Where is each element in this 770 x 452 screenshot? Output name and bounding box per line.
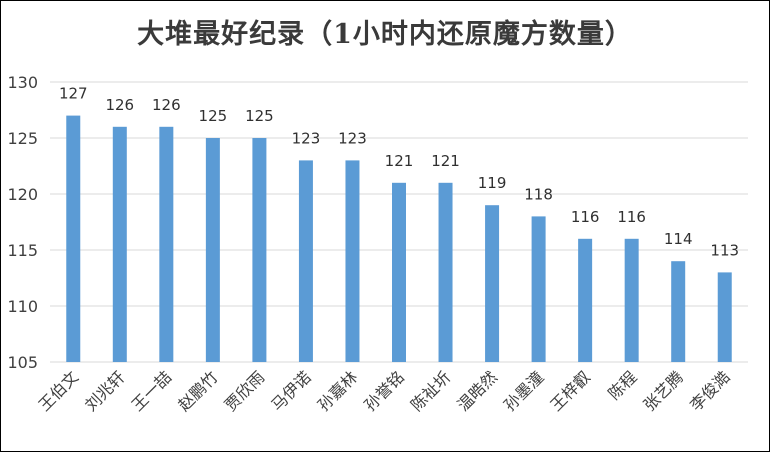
x-tick-label: 王梓叡: [547, 367, 594, 414]
x-tick-label: 孙墨潼: [500, 367, 547, 414]
y-tick-label: 105: [7, 353, 38, 372]
y-tick-label: 130: [7, 73, 38, 92]
bar: [159, 126, 174, 362]
x-tick-label: 孙嘉林: [314, 367, 361, 414]
bar: [624, 238, 639, 362]
bar: [717, 272, 732, 362]
bar: [392, 182, 406, 362]
y-tick-label: 110: [7, 297, 38, 316]
data-label: 119: [478, 174, 507, 192]
data-label: 126: [152, 96, 181, 114]
data-label: 121: [385, 152, 414, 170]
chart-title: 大堆最好纪录（1小时内还原魔方数量）: [137, 19, 633, 50]
data-label: 118: [524, 185, 553, 203]
bar: [112, 126, 127, 362]
data-label: 114: [664, 230, 693, 248]
bar: [671, 261, 686, 362]
data-label: 121: [431, 152, 460, 170]
x-tick-label: 李俊澔: [686, 367, 733, 414]
data-label: 123: [292, 129, 321, 147]
x-tick-label: 马伊诺: [267, 367, 314, 414]
y-tick-label: 120: [7, 185, 38, 204]
data-label: 116: [571, 208, 600, 226]
bar: [438, 182, 453, 362]
x-tick-label: 陈祉圻: [407, 367, 454, 414]
bar: [485, 205, 500, 362]
bar: [345, 160, 360, 362]
bar: [531, 216, 546, 362]
x-tick-label: 孙誉铭: [360, 367, 407, 414]
bar: [298, 160, 313, 362]
data-label: 123: [338, 129, 367, 147]
x-tick-label: 张艺腾: [640, 367, 687, 414]
data-label: 125: [245, 107, 274, 125]
x-tick-label: 陈程: [604, 367, 640, 403]
y-tick-label: 115: [7, 241, 38, 260]
data-label: 116: [617, 208, 646, 226]
data-label: 127: [59, 85, 88, 103]
x-tick-label: 王伯文: [35, 367, 82, 414]
bar: [252, 138, 267, 362]
x-tick-label: 温晧然: [454, 367, 501, 414]
data-label: 126: [105, 96, 134, 114]
data-label: 113: [710, 241, 739, 259]
x-tick-label: 赵鹏竹: [174, 367, 221, 414]
data-label: 125: [199, 107, 228, 125]
y-tick-label: 125: [7, 129, 38, 148]
bar: [205, 138, 220, 362]
x-tick-label: 贾欣雨: [221, 367, 268, 414]
bar: [578, 238, 593, 362]
bar: [66, 115, 81, 362]
x-tick-label: 刘兆轩: [81, 367, 128, 414]
x-tick-label: 王一喆: [128, 367, 175, 414]
